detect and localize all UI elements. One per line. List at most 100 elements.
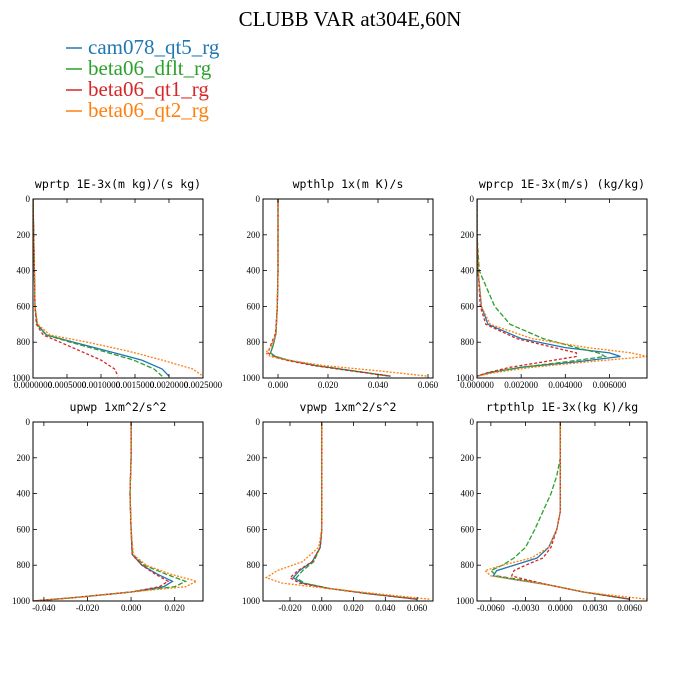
x-tick-label: 0.060 <box>418 380 439 390</box>
x-tick-label: 0.002000 <box>504 380 538 390</box>
y-tick-label: 1000 <box>456 596 475 606</box>
series-line-cam078_qt5_rg <box>292 422 418 600</box>
y-tick-label: 400 <box>247 489 261 499</box>
y-tick-label: 1000 <box>456 373 475 383</box>
panels: wprtp 1E-3x(m kg)/(s kg) 0 200 400 600 800 100… <box>12 177 648 613</box>
x-tick-label: 0.0005000 <box>48 380 87 390</box>
figure-title: CLUBB VAR at304E,60N <box>239 7 462 31</box>
series-line-beta06_qt2_rg <box>33 199 203 377</box>
y-tick-label: 600 <box>17 301 31 311</box>
panel-6: rtpthlp 1E-3x(kg K)/kg02004006008001000-… <box>456 400 648 613</box>
x-tick-label: 0.040 <box>375 603 396 613</box>
x-tick-label: 0.020 <box>165 603 186 613</box>
series-line-beta06_dflt_rg <box>33 199 163 377</box>
y-tick-label: 1000 <box>242 596 261 606</box>
x-tick-label: 0.020 <box>343 603 364 613</box>
y-tick-label: 200 <box>247 453 261 463</box>
panel-title: wprtp 1E-3x(m kg)/(s kg) <box>35 177 201 191</box>
y-tick-label: 600 <box>247 524 261 534</box>
x-tick-label: 0.000000 <box>460 380 494 390</box>
x-tick-label: 0.006000 <box>593 380 627 390</box>
y-tick-label: 400 <box>461 266 475 276</box>
panel-2: wpthlp 1x(m K)/s 0 200 400 600 800 1000 0.000 0.… <box>242 177 439 390</box>
y-tick-label: 1000 <box>12 373 31 383</box>
legend: cam078_qt5_rgbeta06_dflt_rgbeta06_qt1_rg… <box>66 35 220 122</box>
x-tick-label: 0.0020000 <box>150 380 189 390</box>
y-tick-label: 200 <box>461 230 475 240</box>
panel-1: wprtp 1E-3x(m kg)/(s kg) 0 200 400 600 800 100… <box>12 177 223 390</box>
panel-title: rtpthlp 1E-3x(kg K)/kg <box>486 400 638 414</box>
y-tick-label: 400 <box>247 266 261 276</box>
series-line-cam078_qt5_rg <box>33 199 170 377</box>
plot-frame <box>262 198 434 379</box>
series-line-beta06_dflt_rg <box>269 199 391 377</box>
y-tick-label: 0 <box>256 194 261 204</box>
x-tick-label: -0.0060 <box>477 603 505 613</box>
y-tick-label: 800 <box>461 337 475 347</box>
x-tick-label: -0.020 <box>278 603 302 613</box>
x-tick-label: 0.000 <box>268 380 289 390</box>
x-tick-label: 0.0030 <box>583 603 608 613</box>
y-tick-label: 0 <box>470 417 475 427</box>
x-tick-label: 0.040 <box>368 380 389 390</box>
series-group <box>483 422 647 600</box>
series-line-beta06_qt2_rg <box>264 199 429 377</box>
x-tick-label: -0.0030 <box>512 603 540 613</box>
series-group <box>33 199 203 377</box>
series-line-beta06_qt2_rg <box>264 422 430 600</box>
series-line-beta06_qt2_rg <box>483 422 647 600</box>
series-line-beta06_qt1_rg <box>33 199 119 377</box>
panel-title: vpwp 1xm^2/s^2 <box>300 400 397 414</box>
series-line-cam078_qt5_rg <box>492 422 630 600</box>
y-tick-label: 200 <box>247 230 261 240</box>
x-tick-label: 0.0015000 <box>116 380 155 390</box>
y-tick-label: 1000 <box>242 373 261 383</box>
series-line-beta06_dflt_rg <box>33 422 188 601</box>
series-line-cam078_qt5_rg <box>33 422 174 601</box>
y-tick-label: 0 <box>256 417 261 427</box>
legend-item: cam078_qt5_rg <box>66 35 220 59</box>
y-tick-label: 200 <box>461 453 475 463</box>
series-group <box>477 199 647 377</box>
series-group <box>33 422 199 601</box>
legend-label: beta06_qt2_rg <box>88 98 209 122</box>
plot-frame <box>476 198 648 379</box>
y-tick-label: 800 <box>17 337 31 347</box>
y-tick-label: 0 <box>470 194 475 204</box>
panel-4: upwp 1xm^2/s^2 0 200 400 600 800 1000-0.040 -0.… <box>12 400 204 613</box>
y-tick-label: 0 <box>26 194 31 204</box>
y-tick-label: 0 <box>26 417 31 427</box>
x-tick-label: 0.0000 <box>548 603 573 613</box>
panel-3: wprcp 1E-3x(m/s) (kg/kg) 0 200 400 600 800 100… <box>456 177 648 390</box>
x-tick-label: 0.0060 <box>617 603 642 613</box>
series-group <box>264 199 429 377</box>
plot-frame <box>32 198 204 379</box>
series-line-beta06_dflt_rg <box>295 422 418 600</box>
series-line-beta06_qt1_rg <box>510 422 630 600</box>
y-tick-label: 800 <box>247 337 261 347</box>
y-tick-label: 800 <box>247 560 261 570</box>
legend-item: beta06_dflt_rg <box>66 56 212 80</box>
x-tick-label: -0.040 <box>32 603 56 613</box>
series-line-beta06_qt2_rg <box>33 422 199 601</box>
series-line-cam078_qt5_rg <box>269 199 391 377</box>
y-tick-label: 800 <box>17 560 31 570</box>
x-tick-label: 0.000 <box>121 603 142 613</box>
series-line-beta06_qt1_rg <box>267 199 391 377</box>
y-tick-label: 800 <box>461 560 475 570</box>
series-line-beta06_qt1_rg <box>33 422 170 601</box>
panel-title: upwp 1xm^2/s^2 <box>70 400 167 414</box>
plot-frame <box>32 421 204 602</box>
y-tick-label: 400 <box>17 266 31 276</box>
x-tick-label: 0.000 <box>312 603 333 613</box>
panel-title: wprcp 1E-3x(m/s) (kg/kg) <box>479 177 645 191</box>
x-tick-label: 0.060 <box>407 603 428 613</box>
legend-label: beta06_dflt_rg <box>88 56 212 80</box>
legend-label: cam078_qt5_rg <box>88 35 220 59</box>
legend-item: beta06_qt2_rg <box>66 98 209 122</box>
series-group <box>264 422 430 600</box>
x-tick-label: -0.020 <box>76 603 100 613</box>
y-tick-label: 400 <box>461 489 475 499</box>
y-tick-label: 400 <box>17 489 31 499</box>
